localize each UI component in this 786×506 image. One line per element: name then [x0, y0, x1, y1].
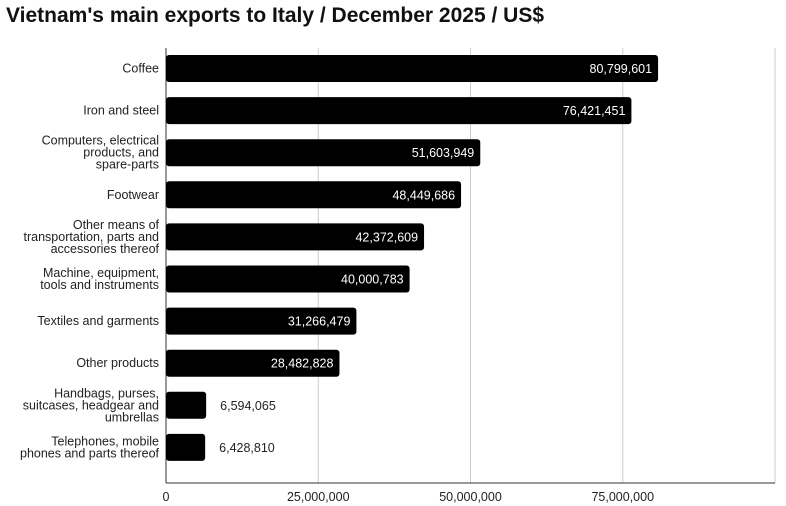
data-label: 48,449,686	[392, 188, 455, 202]
category-label: Telephones, mobile phones and parts there…	[20, 434, 160, 460]
data-label: 31,266,479	[288, 315, 351, 329]
bar	[166, 97, 632, 125]
category-label: Computers, electrical products, and spare-…	[42, 134, 159, 172]
x-tick-label: 25,000,000	[287, 490, 350, 504]
x-tick-label: 75,000,000	[591, 490, 654, 504]
x-tick-label: 50,000,000	[439, 490, 502, 504]
data-label: 42,372,609	[355, 230, 418, 244]
data-label: 6,428,810	[219, 441, 275, 455]
category-label: Other products	[76, 356, 159, 370]
data-label: 6,594,065	[220, 399, 276, 413]
bar	[166, 349, 340, 377]
category-label: Textiles and garments	[37, 314, 159, 328]
bar	[166, 139, 481, 167]
data-label: 80,799,601	[590, 62, 653, 76]
chart-title: Vietnam's main exports to Italy / Decemb…	[6, 4, 545, 27]
bar	[166, 391, 207, 419]
data-label: 76,421,451	[563, 104, 626, 118]
category-label: Other means of transportation, parts and a…	[24, 218, 160, 256]
bar	[166, 55, 659, 82]
category-label: Machine, equipment, tools and instruments	[40, 266, 159, 292]
bar	[166, 307, 357, 335]
x-tick-label: 0	[163, 490, 170, 504]
category-label: Footwear	[107, 188, 159, 202]
category-label: Handbags, purses, suitcases, headgear and…	[23, 386, 159, 424]
bar	[166, 265, 410, 293]
category-label: Coffee	[122, 62, 159, 76]
data-label: 28,482,828	[271, 357, 334, 371]
bar	[166, 223, 425, 251]
bar	[166, 433, 206, 461]
bar	[166, 181, 462, 209]
data-label: 51,603,949	[412, 146, 475, 160]
data-label: 40,000,783	[341, 273, 404, 287]
category-label: Iron and steel	[83, 104, 159, 118]
